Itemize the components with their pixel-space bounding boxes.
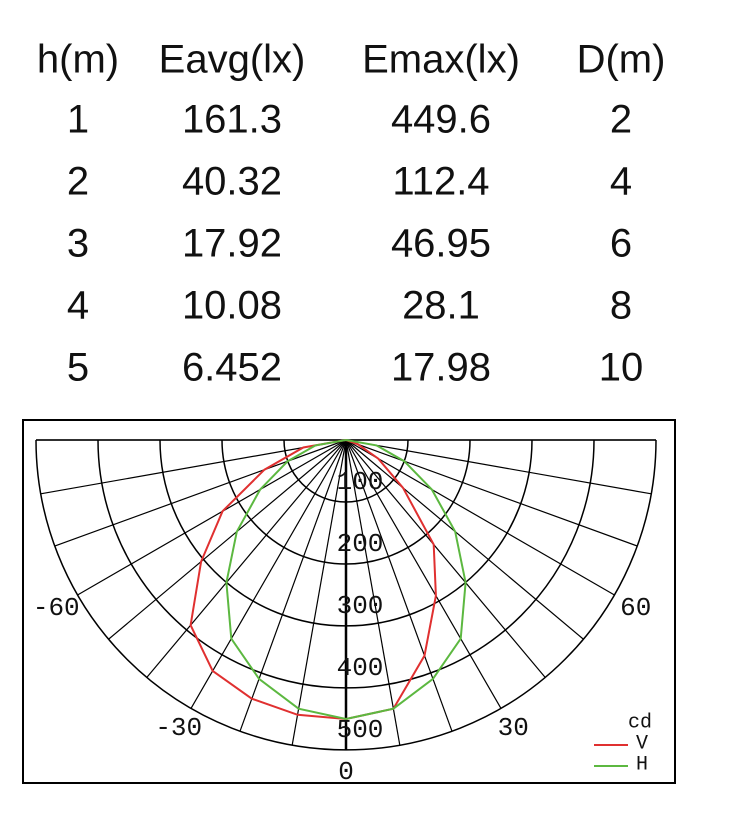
- table-cell: 10.08: [182, 284, 282, 328]
- legend-label: V: [636, 732, 648, 755]
- table-cell: 40.32: [182, 160, 282, 204]
- angle-tick-label: 30: [498, 713, 529, 743]
- spoke-grid-line: [345, 439, 502, 709]
- angle-tick-label: 60: [620, 593, 651, 623]
- table-cell: 6.452: [182, 346, 282, 390]
- table-cell: 5: [67, 346, 89, 390]
- r-tick-label: 400: [337, 653, 384, 683]
- legend-label: H: [636, 753, 648, 776]
- spoke-grid-line: [345, 439, 638, 547]
- r-tick-label: 500: [337, 715, 384, 745]
- spoke-grid-line: [108, 439, 347, 640]
- spoke-grid-line: [190, 439, 347, 709]
- ring-grid-line: [35, 439, 657, 751]
- table-header: Emax(lx): [362, 38, 520, 82]
- table-cell: 449.6: [391, 98, 491, 142]
- table-header: D(m): [577, 38, 666, 82]
- table-cell: 4: [610, 160, 632, 204]
- angle-tick-label: -30: [155, 713, 202, 743]
- table-header: Eavg(lx): [159, 38, 306, 82]
- series-line: [189, 439, 437, 721]
- spoke-grid-line: [345, 439, 584, 640]
- table-cell: 161.3: [182, 98, 282, 142]
- table-cell: 46.95: [391, 222, 491, 266]
- series-line: [225, 439, 467, 721]
- spoke-grid-line: [40, 439, 347, 495]
- ring-grid-line: [159, 439, 533, 627]
- legend-unit: cd: [628, 711, 652, 734]
- angle-tick-label: 0: [338, 757, 354, 787]
- spoke-grid-line: [291, 439, 347, 746]
- spoke-grid-line: [239, 439, 347, 732]
- table-cell: 2: [67, 160, 89, 204]
- ring-grid-line: [283, 439, 409, 503]
- ring-grid-line: [221, 439, 471, 565]
- spoke-grid-line: [345, 439, 546, 678]
- table-header: h(m): [37, 38, 119, 82]
- spoke-grid-line: [54, 439, 347, 547]
- angle-tick-label: -60: [33, 593, 80, 623]
- spoke-grid-line: [345, 439, 453, 732]
- table-cell: 2: [610, 98, 632, 142]
- spoke-grid-line: [146, 439, 347, 678]
- table-cell: 1: [67, 98, 89, 142]
- r-tick-label: 300: [337, 591, 384, 621]
- table-cell: 6: [610, 222, 632, 266]
- r-tick-label: 200: [337, 529, 384, 559]
- ring-grid-line: [97, 439, 595, 689]
- table-cell: 8: [610, 284, 632, 328]
- table-cell: 28.1: [402, 284, 480, 328]
- chart-frame: [22, 419, 676, 784]
- table-cell: 10: [599, 346, 644, 390]
- table-cell: 17.98: [391, 346, 491, 390]
- spoke-grid-line: [345, 439, 401, 746]
- table-cell: 112.4: [392, 160, 489, 204]
- table-cell: 4: [67, 284, 89, 328]
- table-cell: 17.92: [182, 222, 282, 266]
- spoke-grid-line: [77, 439, 347, 596]
- spoke-grid-line: [345, 439, 615, 596]
- table-cell: 3: [67, 222, 89, 266]
- r-tick-label: 100: [337, 467, 384, 497]
- spoke-grid-line: [345, 439, 652, 495]
